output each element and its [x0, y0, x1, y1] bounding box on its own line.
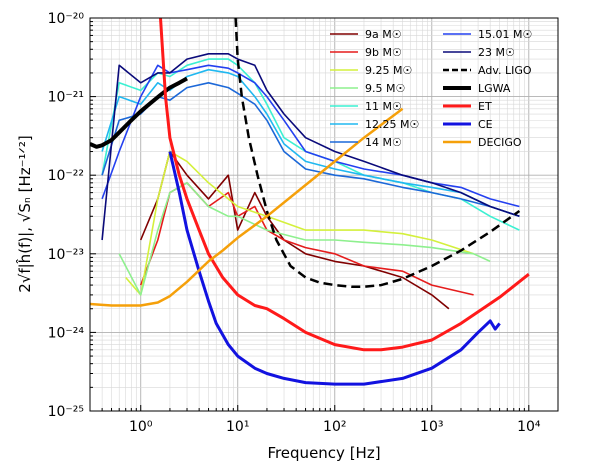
tick-marks	[89, 21, 559, 412]
legend-label: 15.01 M☉	[478, 28, 532, 41]
y-axis-label: 2√f|ĥ(f)|, √Sₙ [Hz⁻¹ᐟ²]	[15, 135, 34, 293]
legend-label: 14 M☉	[365, 136, 402, 149]
legend-label: DECIGO	[478, 136, 522, 149]
y-tick-label: 10⁻²⁴	[48, 325, 85, 341]
y-tick-label: 10⁻²⁰	[48, 11, 85, 27]
x-tick-label: 10⁴	[517, 419, 541, 435]
legend-label: 11 M☉	[365, 100, 402, 113]
legend-label: 9.5 M☉	[365, 82, 405, 95]
grid	[89, 18, 559, 412]
series-group	[90, 18, 530, 386]
legend-label: 9.25 M☉	[365, 64, 412, 77]
legend-label: 23 M☉	[478, 46, 515, 59]
x-tick-label: 10²	[323, 419, 346, 435]
x-tick-label: 10⁰	[129, 419, 153, 435]
legend-label: 9b M☉	[365, 46, 402, 59]
plot-background	[90, 18, 558, 411]
legend-label: 12.25 M☉	[365, 118, 419, 131]
detector-curve-decigo	[90, 107, 404, 307]
detector-curve-adv-ligo	[234, 18, 521, 289]
legend-label: LGWA	[478, 82, 511, 95]
y-tick-label: 10⁻²⁵	[48, 404, 84, 420]
signal-line-9-5-m	[118, 182, 491, 296]
legend-label: ET	[478, 100, 492, 113]
tick-labels: 10⁰ 10¹ 10² 10³ 10⁴ 10⁻²⁵ 10⁻²⁴ 10⁻²³ 10⁻²² 10⁻²¹…	[48, 11, 541, 435]
legend: 9a M☉ 9b M☉ 9.25 M☉ 9.5 M☉ 11 M☉ 12.25 M☉ 14 M…	[330, 28, 532, 149]
legend-label: 9a M☉	[365, 28, 402, 41]
signal-line-9a-m	[139, 150, 450, 310]
x-axis-label: Frequency [Hz]	[267, 444, 380, 462]
signal-line-12-25-m	[101, 68, 520, 218]
plot-frame	[89, 17, 559, 412]
legend-label: Adv. LIGO	[478, 64, 532, 77]
y-tick-label: 10⁻²³	[48, 247, 84, 263]
detector-curve-lgwa	[90, 76, 188, 149]
signal-line-23-m	[101, 53, 520, 241]
y-tick-label: 10⁻²¹	[48, 90, 84, 106]
detector-curve-ce	[168, 151, 501, 386]
legend-label: CE	[478, 118, 493, 131]
x-tick-label: 10¹	[226, 419, 249, 435]
signal-line-9-25-m	[125, 150, 474, 296]
detector-curve-et	[159, 18, 530, 352]
y-tick-label: 10⁻²²	[48, 168, 84, 184]
x-tick-label: 10³	[420, 419, 443, 435]
